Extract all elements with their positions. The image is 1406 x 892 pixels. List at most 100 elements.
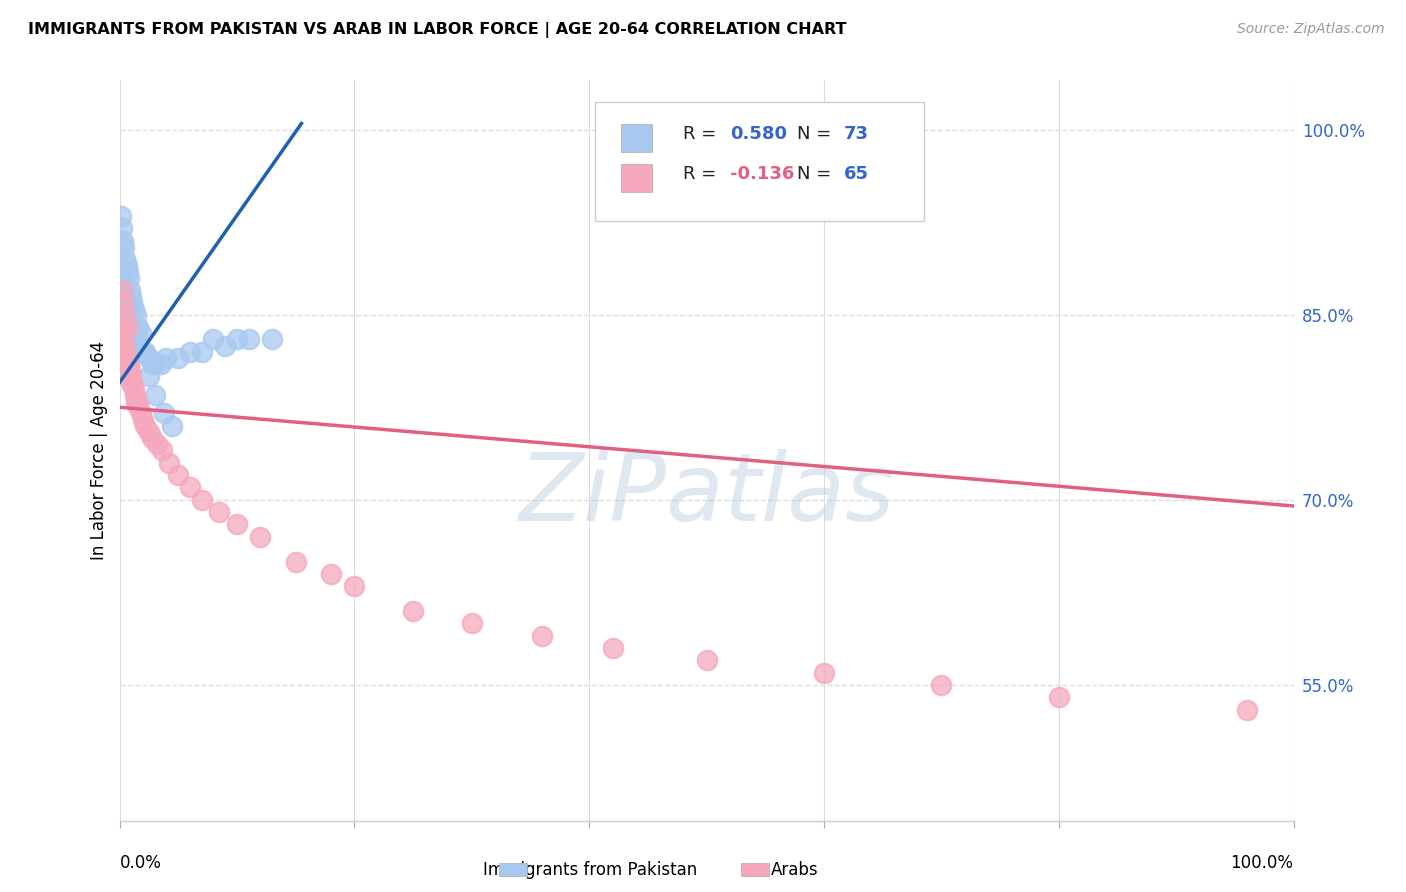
Point: [112, 308, 135, 322]
Point: [114, 308, 136, 322]
Point: [114, 320, 136, 334]
Point: [124, 333, 146, 347]
Point: [114, 252, 136, 267]
FancyBboxPatch shape: [621, 164, 652, 192]
Point: [111, 301, 134, 316]
Point: [114, 314, 136, 328]
Point: [121, 295, 143, 310]
Point: [112, 351, 135, 365]
Point: [138, 351, 160, 365]
Point: [1047, 690, 1070, 705]
Point: [118, 270, 141, 285]
Point: [179, 344, 201, 359]
Point: [343, 579, 366, 593]
Point: [120, 326, 142, 341]
Point: [120, 326, 142, 341]
Point: [117, 357, 139, 371]
Point: [124, 388, 146, 402]
Point: [149, 357, 172, 371]
Point: [112, 333, 135, 347]
Point: [120, 363, 142, 377]
Point: [112, 338, 135, 352]
Point: [121, 326, 143, 341]
Point: [238, 333, 260, 347]
Point: [813, 665, 835, 680]
Point: [146, 437, 169, 451]
Text: N =: N =: [797, 165, 837, 183]
Text: ZiPatlas: ZiPatlas: [519, 450, 894, 541]
Point: [117, 264, 139, 278]
Point: [111, 295, 134, 310]
Point: [112, 301, 135, 316]
Point: [138, 425, 160, 439]
Point: [319, 566, 342, 581]
Point: [115, 357, 138, 371]
Point: [134, 418, 156, 433]
Point: [110, 295, 132, 310]
Point: [141, 357, 163, 371]
Point: [125, 308, 148, 322]
Point: [111, 338, 134, 352]
Point: [112, 314, 135, 328]
Point: [127, 333, 149, 347]
Bar: [499, 863, 527, 876]
Point: [190, 492, 212, 507]
Point: [141, 431, 163, 445]
Point: [157, 456, 180, 470]
Text: 65: 65: [844, 165, 869, 183]
Text: R =: R =: [683, 165, 723, 183]
Point: [111, 301, 134, 316]
Point: [110, 283, 132, 297]
Point: [1236, 703, 1258, 717]
Point: [143, 357, 166, 371]
Point: [132, 412, 155, 426]
Point: [117, 320, 139, 334]
Point: [120, 289, 142, 303]
Point: [167, 351, 190, 365]
Point: [112, 240, 135, 254]
Point: [118, 320, 141, 334]
Point: [112, 344, 135, 359]
FancyBboxPatch shape: [595, 103, 924, 221]
Point: [121, 376, 143, 390]
Point: [110, 209, 132, 223]
Text: N =: N =: [797, 126, 837, 144]
Point: [931, 678, 953, 692]
Point: [112, 344, 135, 359]
Point: [120, 283, 142, 297]
Point: [111, 333, 134, 347]
Text: R =: R =: [683, 126, 723, 144]
Text: 100.0%: 100.0%: [1230, 854, 1294, 872]
Point: [112, 314, 135, 328]
Point: [162, 418, 184, 433]
Point: [112, 308, 135, 322]
Point: [112, 351, 135, 365]
Point: [127, 401, 149, 415]
Text: 73: 73: [844, 126, 869, 144]
Point: [118, 367, 141, 381]
Point: [110, 320, 132, 334]
Point: [127, 320, 149, 334]
Point: [111, 221, 134, 235]
Text: 0.0%: 0.0%: [120, 854, 162, 872]
Point: [284, 555, 307, 569]
Point: [114, 357, 136, 371]
Point: [132, 344, 155, 359]
Point: [112, 234, 135, 248]
Point: [122, 301, 145, 316]
Point: [153, 407, 176, 421]
Point: [118, 320, 141, 334]
Point: [132, 344, 155, 359]
Point: [122, 333, 145, 347]
Point: [115, 314, 138, 328]
Point: [129, 407, 152, 421]
Point: [114, 344, 136, 359]
Text: Arabs: Arabs: [770, 861, 818, 879]
Point: [202, 333, 225, 347]
Point: [127, 338, 149, 352]
Bar: [741, 863, 769, 876]
Text: Source: ZipAtlas.com: Source: ZipAtlas.com: [1237, 22, 1385, 37]
Point: [214, 338, 236, 352]
Point: [110, 326, 132, 341]
Point: [225, 517, 249, 532]
